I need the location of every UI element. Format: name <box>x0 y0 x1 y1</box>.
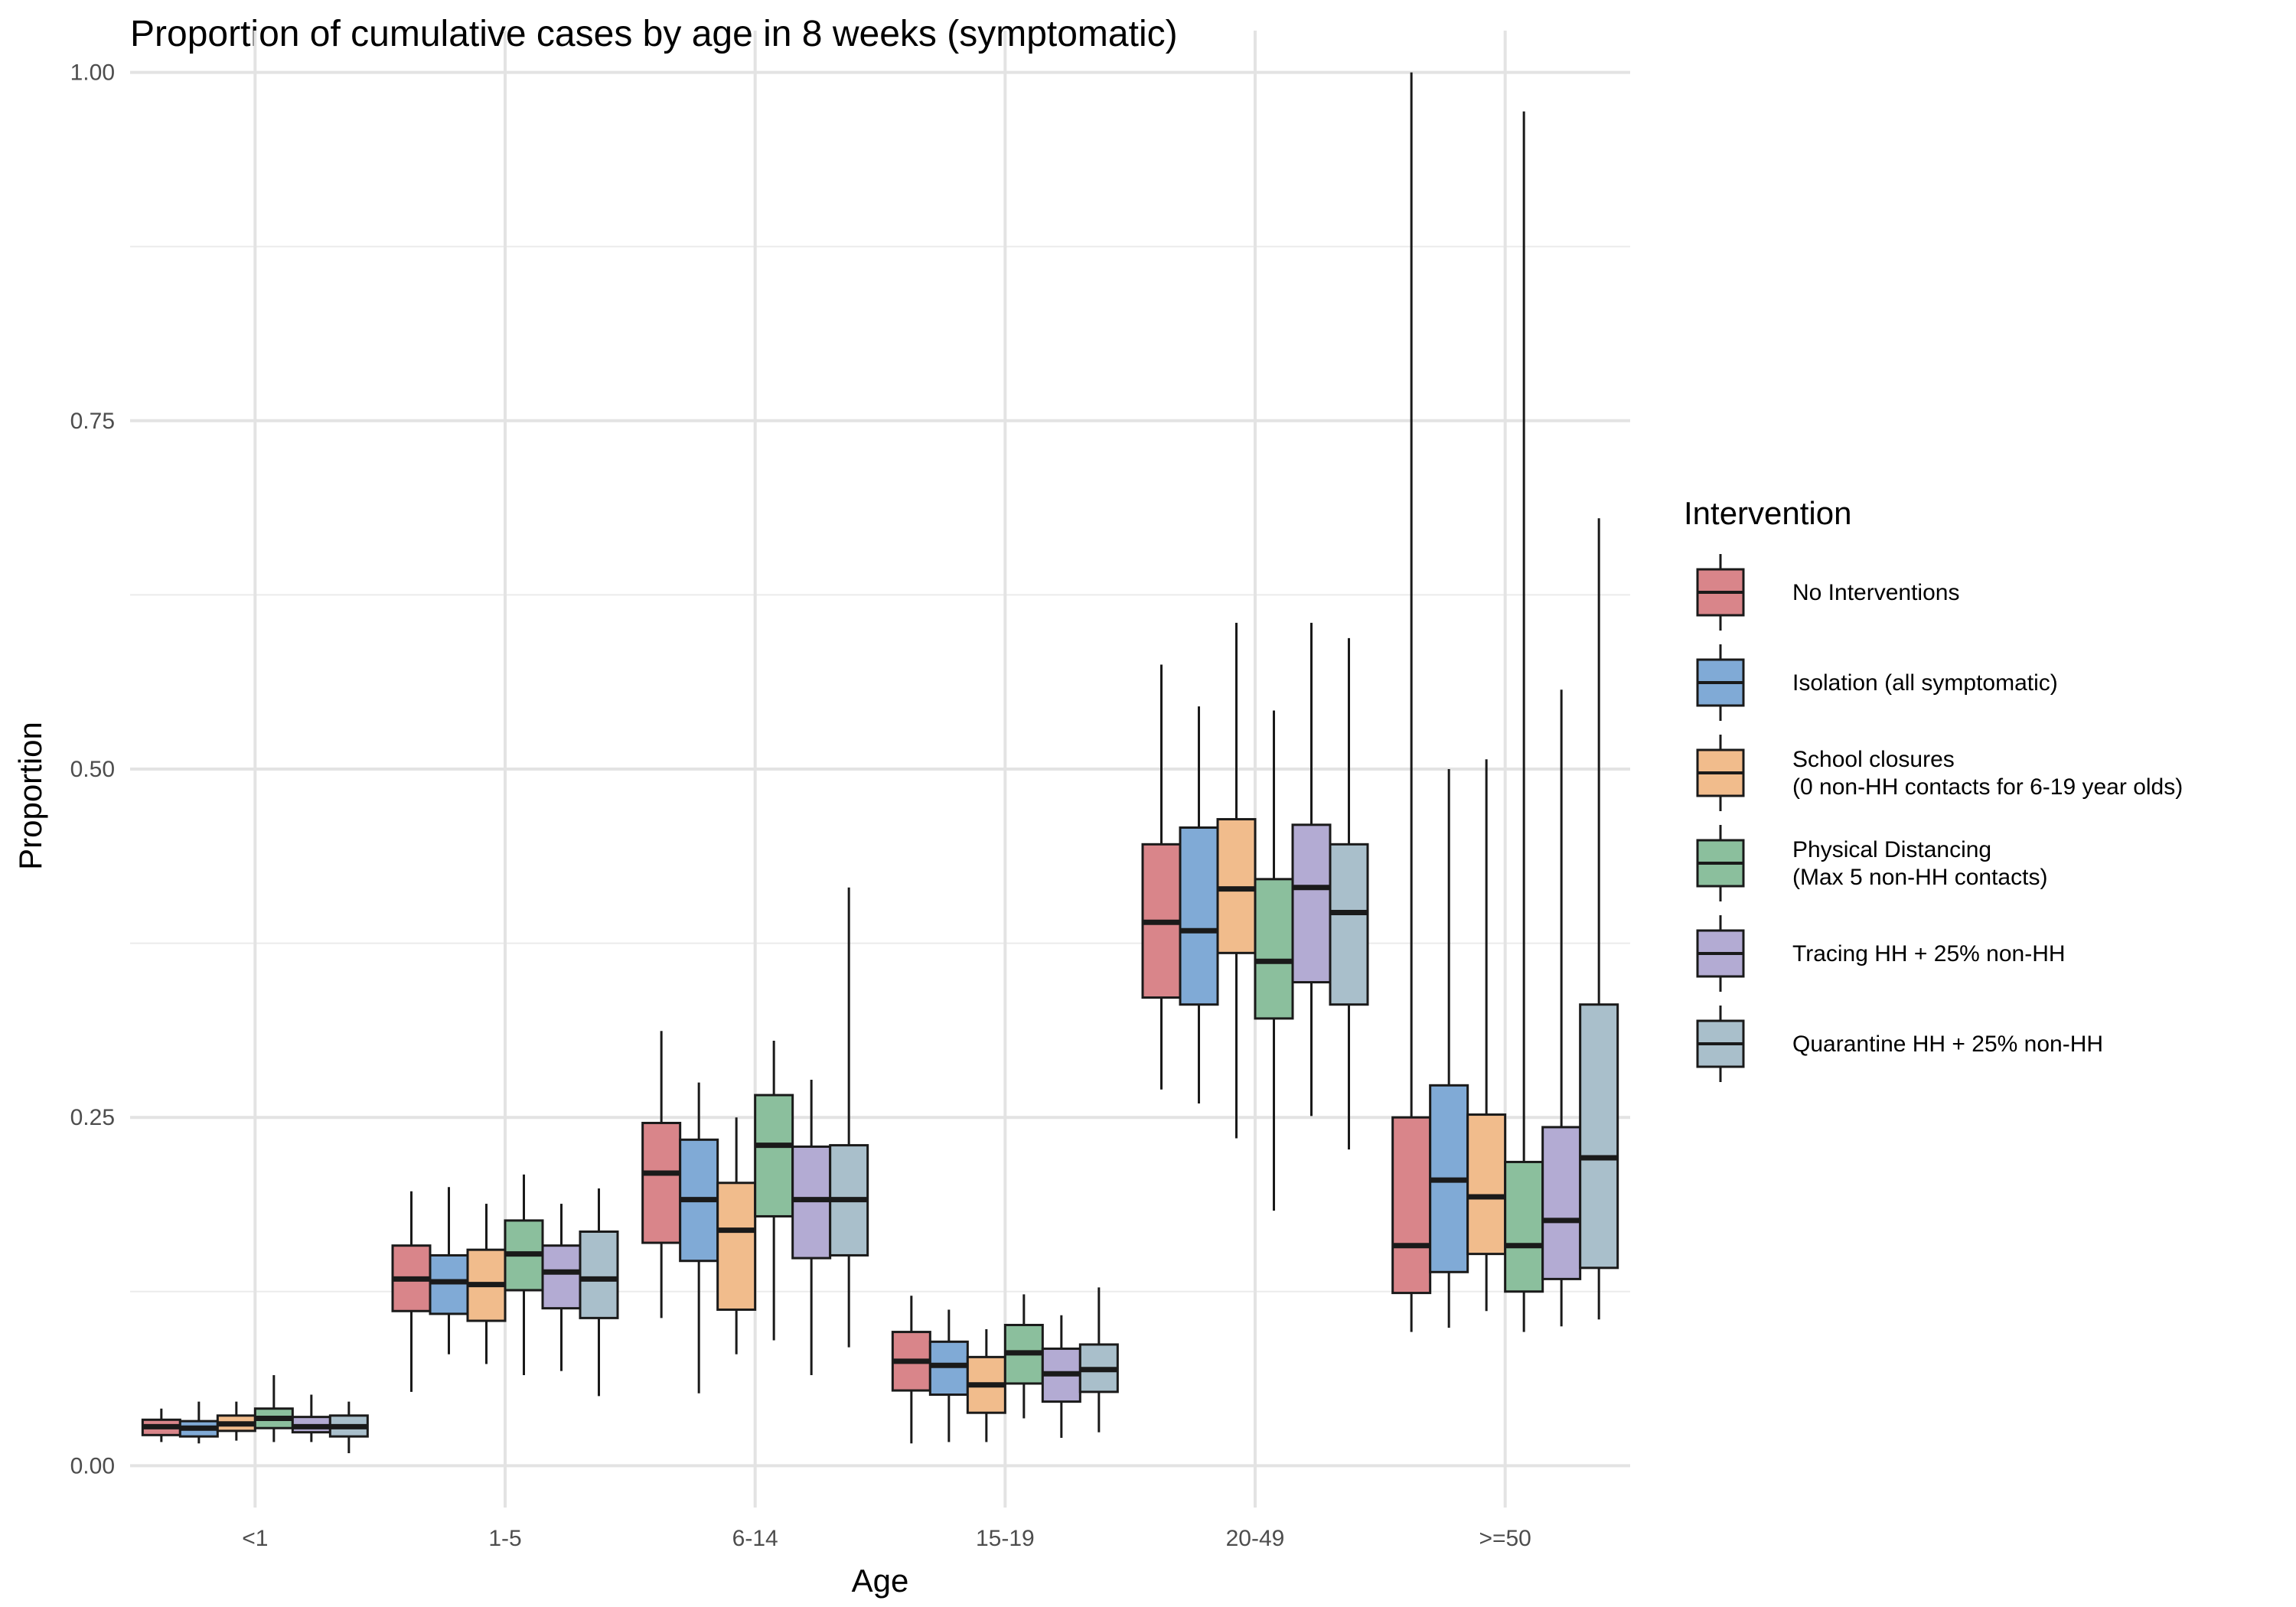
y-axis-title: Proportion <box>12 722 48 870</box>
y-tick-label: 0.25 <box>70 1105 115 1130</box>
box-5-0 <box>328 1401 369 1453</box>
x-axis-ticks: <1 1-5 6-14 15-19 20-49 >=50 <box>242 1526 1531 1551</box>
box-0-1 <box>391 1191 432 1392</box>
box-3-3 <box>1003 1294 1044 1419</box>
y-tick-label: 1.00 <box>70 60 115 86</box>
legend-key <box>1696 644 1745 721</box>
grid-lines <box>130 31 1630 1508</box>
box-body <box>1541 1126 1582 1280</box>
box-body <box>429 1253 469 1315</box>
box-5-3 <box>1078 1287 1119 1433</box>
box-body <box>579 1230 619 1319</box>
box-3-4 <box>1254 710 1294 1211</box>
box-3-0 <box>253 1375 294 1442</box>
legend: Intervention No Interventions Isolation (… <box>1684 495 2183 1082</box>
legend-key <box>1696 825 1745 901</box>
legend-label: No Interventions <box>1792 580 1959 605</box>
box-1-5 <box>1429 769 1469 1328</box>
legend-key <box>1696 915 1745 992</box>
x-tick-label: >=50 <box>1479 1526 1531 1551</box>
box-2-2 <box>716 1117 757 1354</box>
box-4-1 <box>541 1204 582 1371</box>
box-3-2 <box>754 1041 794 1341</box>
box-2-5 <box>1466 759 1507 1312</box>
box-4-3 <box>1041 1315 1081 1438</box>
box-body <box>1291 823 1332 984</box>
box-4-0 <box>291 1394 331 1442</box>
box-body <box>716 1182 757 1311</box>
y-tick-label: 0.75 <box>70 409 115 434</box>
box-body <box>1504 1160 1544 1293</box>
legend-label: Tracing HH + 25% non-HH <box>1792 941 2066 966</box>
box-body <box>928 1340 969 1397</box>
box-1-2 <box>679 1082 719 1393</box>
legend-title: Intervention <box>1684 495 1851 531</box>
box-1-1 <box>429 1187 469 1354</box>
x-tick-label: 20-49 <box>1226 1526 1285 1551</box>
box-3-1 <box>504 1174 544 1376</box>
legend-key <box>1696 1006 1745 1082</box>
x-tick-label: 1-5 <box>488 1526 521 1551</box>
box-1-4 <box>1179 706 1219 1103</box>
box-0-2 <box>641 1031 682 1319</box>
box-4-5 <box>1541 689 1582 1327</box>
box-4-4 <box>1291 622 1332 1116</box>
box-body <box>1466 1113 1507 1256</box>
box-series <box>141 72 1619 1453</box>
x-tick-label: 15-19 <box>976 1526 1035 1551</box>
box-5-4 <box>1329 637 1369 1150</box>
x-tick-label: <1 <box>242 1526 268 1551</box>
legend-label: Quarantine HH + 25% non-HH <box>1792 1032 2103 1057</box>
box-0-4 <box>1141 664 1182 1090</box>
legend-key <box>1696 554 1745 631</box>
y-axis-ticks: 0.00 0.25 0.50 0.75 1.00 <box>70 60 115 1479</box>
box-0-0 <box>141 1408 181 1442</box>
x-axis-title: Age <box>852 1563 909 1599</box>
box-5-1 <box>579 1188 619 1397</box>
legend-label: Isolation (all symptomatic) <box>1792 670 2058 696</box>
box-body <box>541 1244 582 1310</box>
x-tick-label: 6-14 <box>732 1526 778 1551</box>
box-0-3 <box>891 1296 931 1444</box>
box-0-5 <box>1391 72 1432 1332</box>
box-2-0 <box>216 1401 256 1441</box>
y-tick-label: 0.00 <box>70 1453 115 1478</box>
legend-label: (0 non-HH contacts for 6-19 year olds) <box>1792 774 2183 800</box>
box-body <box>1254 878 1294 1020</box>
box-5-2 <box>829 887 869 1348</box>
box-1-3 <box>928 1309 969 1442</box>
box-2-1 <box>466 1204 507 1364</box>
box-body <box>1216 818 1257 954</box>
legend-label: (Max 5 non-HH contacts) <box>1792 865 2047 890</box>
y-tick-label: 0.50 <box>70 757 115 782</box>
box-body <box>1391 1116 1432 1295</box>
box-5-5 <box>1579 518 1619 1320</box>
box-body <box>1579 1003 1619 1270</box>
box-body <box>641 1121 682 1244</box>
chart-title: Proportion of cumulative cases by age in… <box>130 14 1178 54</box>
box-2-3 <box>966 1328 1006 1442</box>
box-3-5 <box>1504 111 1544 1332</box>
box-2-4 <box>1216 622 1257 1139</box>
legend-label: School closures <box>1792 747 1955 772</box>
box-4-2 <box>791 1080 832 1376</box>
box-body <box>1179 826 1219 1006</box>
legend-label: Physical Distancing <box>1792 837 1991 862</box>
box-body <box>1329 843 1369 1006</box>
box-body <box>754 1094 794 1217</box>
box-1-0 <box>178 1401 219 1444</box>
legend-key <box>1696 735 1745 811</box>
box-body <box>791 1145 832 1260</box>
